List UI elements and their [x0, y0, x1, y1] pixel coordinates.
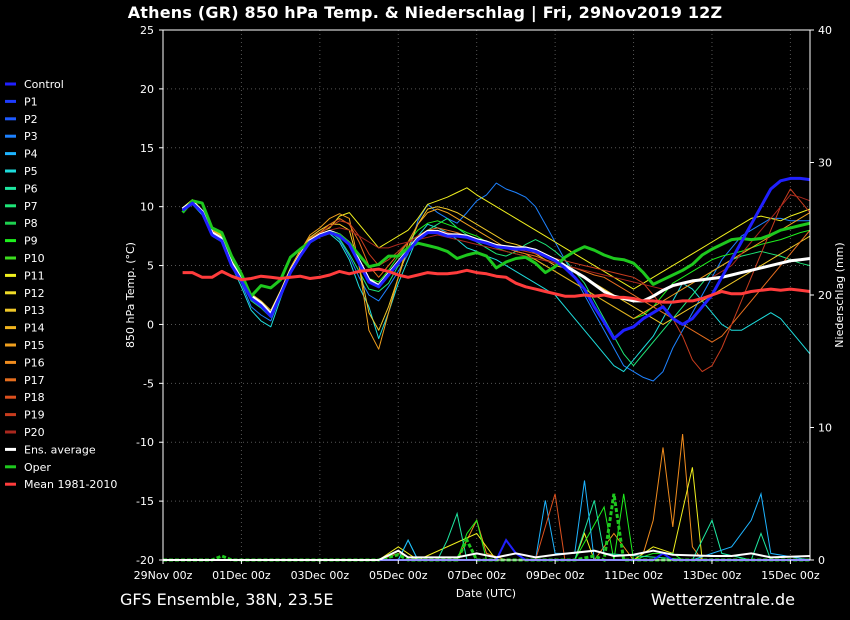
legend-label: P10	[24, 252, 45, 265]
legend-item: P10	[5, 252, 45, 265]
y-axis-label: 850 hPa Temp. (°C)	[124, 242, 137, 348]
y2-tick-label: 10	[818, 422, 832, 435]
chart-title: Athens (GR) 850 hPa Temp. & Niederschlag…	[127, 3, 723, 22]
x-tick-label: 15Dec 00z	[761, 569, 820, 582]
precip-line-control	[163, 538, 810, 561]
legend-label: P20	[24, 426, 45, 439]
x-tick-label: 05Dec 00z	[369, 569, 428, 582]
legend-item: Control	[5, 78, 64, 91]
legend-label: P17	[24, 374, 45, 387]
series-line-p17	[182, 202, 811, 343]
y2-axis-label: Niederschlag (mm)	[833, 242, 846, 347]
chart-series	[181, 176, 811, 382]
precip-line-p4	[397, 480, 811, 561]
legend-item: P2	[5, 113, 38, 126]
precip-line-oper	[163, 493, 810, 563]
y-tick-label: -20	[136, 554, 154, 567]
legend-label: P1	[24, 95, 38, 108]
legend-label: P11	[24, 269, 45, 282]
legend-item: P4	[5, 148, 38, 161]
legend-item: P3	[5, 130, 38, 143]
y-tick-label: 0	[147, 318, 154, 331]
legend-item: P14	[5, 322, 45, 335]
y-tick-label: 15	[140, 142, 154, 155]
legend-label: Oper	[24, 461, 51, 474]
legend-item: P6	[5, 182, 38, 195]
legend-label: P6	[24, 182, 38, 195]
legend-item: P15	[5, 339, 45, 352]
x-tick-label: 13Dec 00z	[683, 569, 742, 582]
legend-item: P7	[5, 200, 38, 213]
legend-item: P1	[5, 95, 38, 108]
x-tick-label: 01Dec 00z	[212, 569, 271, 582]
legend-label: P14	[24, 322, 45, 335]
legend-label: Control	[24, 78, 64, 91]
y2-tick-label: 40	[818, 24, 832, 37]
legend-label: P16	[24, 356, 45, 369]
legend-item: Oper	[5, 461, 51, 474]
legend-label: P3	[24, 130, 38, 143]
legend-label: P8	[24, 217, 38, 230]
legend-item: P16	[5, 356, 45, 369]
series-line-oper	[181, 199, 811, 298]
series-line-mean-1981-2010	[182, 267, 811, 304]
precip-series	[163, 434, 811, 563]
y-tick-label: 5	[147, 260, 154, 273]
chart-axes: 25 20 15 10 5 0 -5 -10 -15 -20 40 30 20 10 0 29Nov 00z 0…	[134, 24, 832, 582]
y-tick-label: 25	[140, 24, 154, 37]
legend-label: P18	[24, 391, 45, 404]
y2-tick-label: 20	[818, 289, 832, 302]
y-tick-label: 20	[140, 83, 154, 96]
y2-tick-label: 0	[818, 554, 825, 567]
legend-item: P12	[5, 287, 45, 300]
legend-item: P18	[5, 391, 45, 404]
legend-item: P13	[5, 304, 45, 317]
legend-label: P15	[24, 339, 45, 352]
legend-label: P7	[24, 200, 38, 213]
precip-line-p16	[378, 434, 810, 561]
legend-item: P5	[5, 165, 38, 178]
legend: Control P1 P2 P3 P4 P5 P6 P7 P8 P9 P10 P11 P12 P13 P14…	[5, 78, 117, 491]
footer-model-info: GFS Ensemble, 38N, 23.5E	[120, 590, 334, 609]
legend-label: P13	[24, 304, 45, 317]
footer-source: Wetterzentrale.de	[650, 590, 795, 609]
series-line-p20	[182, 194, 811, 315]
legend-item: P19	[5, 409, 45, 422]
legend-item: P11	[5, 269, 45, 282]
legend-label: P4	[24, 148, 38, 161]
y2-tick-label: 30	[818, 157, 832, 170]
legend-label: P2	[24, 113, 38, 126]
legend-item: P17	[5, 374, 45, 387]
legend-item: P20	[5, 426, 45, 439]
y-tick-label: -15	[136, 495, 154, 508]
x-tick-label: 09Dec 00z	[526, 569, 585, 582]
y-tick-label: -10	[136, 436, 154, 449]
series-line-p19	[182, 188, 811, 373]
x-tick-label: 29Nov 00z	[134, 569, 193, 582]
legend-label: P5	[24, 165, 38, 178]
series-line-control	[181, 176, 811, 341]
legend-item: Mean 1981-2010	[5, 478, 117, 491]
legend-item: P9	[5, 235, 38, 248]
y-tick-label: -5	[143, 377, 154, 390]
legend-label: Mean 1981-2010	[24, 478, 117, 491]
x-tick-label: 07Dec 00z	[447, 569, 506, 582]
precip-line-p11	[378, 467, 810, 561]
legend-label: P19	[24, 409, 45, 422]
precip-line-ens-average	[163, 549, 811, 561]
legend-label: P12	[24, 287, 45, 300]
legend-item: Ens. average	[5, 443, 96, 456]
x-tick-label: 11Dec 00z	[604, 569, 663, 582]
x-axis-label: Date (UTC)	[456, 587, 516, 600]
x-tick-label: 03Dec 00z	[291, 569, 350, 582]
legend-item: P8	[5, 217, 38, 230]
legend-label: Ens. average	[24, 443, 96, 456]
legend-label: P9	[24, 235, 38, 248]
y-tick-label: 10	[140, 201, 154, 214]
